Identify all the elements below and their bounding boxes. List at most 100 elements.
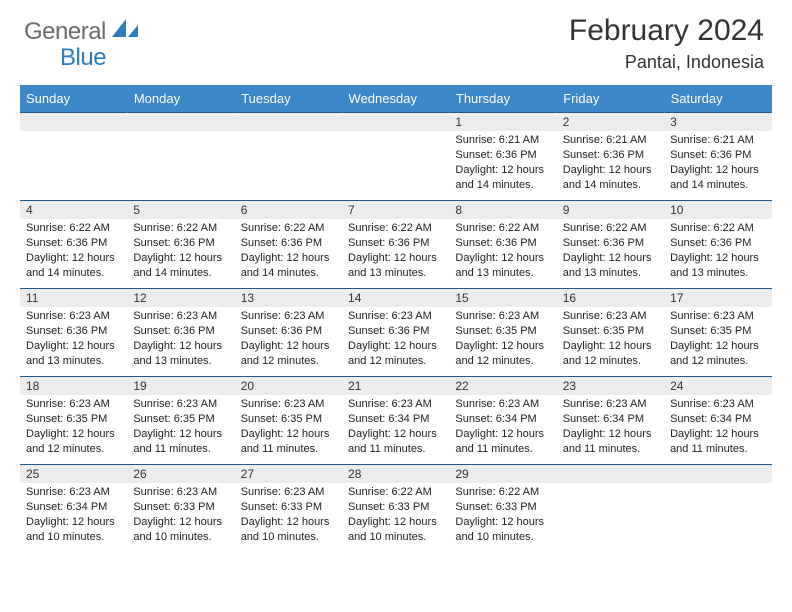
calendar-day-cell: 20Sunrise: 6:23 AMSunset: 6:35 PMDayligh… <box>235 377 342 465</box>
sunrise-text: Sunrise: 6:23 AM <box>670 397 765 412</box>
column-header: Tuesday <box>235 85 342 113</box>
day-content: Sunrise: 6:23 AMSunset: 6:34 PMDaylight:… <box>342 395 449 460</box>
day-content: Sunrise: 6:23 AMSunset: 6:34 PMDaylight:… <box>557 395 664 460</box>
column-header: Monday <box>127 85 234 113</box>
sunrise-text: Sunrise: 6:23 AM <box>26 397 121 412</box>
daylight-text-1: Daylight: 12 hours <box>348 427 443 442</box>
day-content: Sunrise: 6:22 AMSunset: 6:36 PMDaylight:… <box>235 219 342 284</box>
daylight-text-2: and 10 minutes. <box>133 530 228 545</box>
daylight-text-1: Daylight: 12 hours <box>455 515 550 530</box>
daylight-text-1: Daylight: 12 hours <box>670 427 765 442</box>
calendar-day-cell: 13Sunrise: 6:23 AMSunset: 6:36 PMDayligh… <box>235 289 342 377</box>
logo-sail-icon <box>112 19 138 46</box>
day-number: 26 <box>127 465 234 483</box>
calendar-day-cell: 11Sunrise: 6:23 AMSunset: 6:36 PMDayligh… <box>20 289 127 377</box>
daylight-text-1: Daylight: 12 hours <box>26 339 121 354</box>
day-number: 16 <box>557 289 664 307</box>
day-content: Sunrise: 6:22 AMSunset: 6:36 PMDaylight:… <box>557 219 664 284</box>
sunset-text: Sunset: 6:33 PM <box>133 500 228 515</box>
calendar-table: SundayMondayTuesdayWednesdayThursdayFrid… <box>20 85 772 553</box>
sunset-text: Sunset: 6:36 PM <box>241 324 336 339</box>
day-content: Sunrise: 6:23 AMSunset: 6:35 PMDaylight:… <box>557 307 664 372</box>
sunrise-text: Sunrise: 6:23 AM <box>241 397 336 412</box>
calendar-day-cell <box>557 465 664 553</box>
calendar-week-row: 1Sunrise: 6:21 AMSunset: 6:36 PMDaylight… <box>20 113 772 201</box>
sunrise-text: Sunrise: 6:22 AM <box>241 221 336 236</box>
calendar-day-cell <box>342 113 449 201</box>
calendar-day-cell: 16Sunrise: 6:23 AMSunset: 6:35 PMDayligh… <box>557 289 664 377</box>
sunrise-text: Sunrise: 6:23 AM <box>241 309 336 324</box>
day-number: 5 <box>127 201 234 219</box>
calendar-day-cell <box>235 113 342 201</box>
day-number: 4 <box>20 201 127 219</box>
sunrise-text: Sunrise: 6:22 AM <box>563 221 658 236</box>
daylight-text-2: and 14 minutes. <box>455 178 550 193</box>
day-content <box>127 131 234 191</box>
day-content <box>20 131 127 191</box>
sunrise-text: Sunrise: 6:23 AM <box>26 309 121 324</box>
day-number: 21 <box>342 377 449 395</box>
sunrise-text: Sunrise: 6:23 AM <box>133 485 228 500</box>
day-content: Sunrise: 6:23 AMSunset: 6:35 PMDaylight:… <box>449 307 556 372</box>
sunset-text: Sunset: 6:36 PM <box>348 324 443 339</box>
sunrise-text: Sunrise: 6:23 AM <box>241 485 336 500</box>
day-content <box>235 131 342 191</box>
day-content: Sunrise: 6:21 AMSunset: 6:36 PMDaylight:… <box>664 131 771 196</box>
day-content: Sunrise: 6:22 AMSunset: 6:36 PMDaylight:… <box>342 219 449 284</box>
daylight-text-1: Daylight: 12 hours <box>241 251 336 266</box>
daylight-text-1: Daylight: 12 hours <box>26 515 121 530</box>
day-number: 8 <box>449 201 556 219</box>
header: General Blue February 2024 Pantai, Indon… <box>0 0 792 81</box>
calendar-day-cell: 15Sunrise: 6:23 AMSunset: 6:35 PMDayligh… <box>449 289 556 377</box>
day-number: 17 <box>664 289 771 307</box>
daylight-text-2: and 13 minutes. <box>133 354 228 369</box>
day-content: Sunrise: 6:23 AMSunset: 6:36 PMDaylight:… <box>342 307 449 372</box>
daylight-text-2: and 11 minutes. <box>563 442 658 457</box>
sunset-text: Sunset: 6:36 PM <box>455 148 550 163</box>
calendar-day-cell: 14Sunrise: 6:23 AMSunset: 6:36 PMDayligh… <box>342 289 449 377</box>
logo: General Blue <box>24 18 138 46</box>
sunrise-text: Sunrise: 6:22 AM <box>455 221 550 236</box>
daylight-text-1: Daylight: 12 hours <box>133 339 228 354</box>
calendar-day-cell <box>127 113 234 201</box>
daylight-text-2: and 13 minutes. <box>348 266 443 281</box>
calendar-day-cell: 25Sunrise: 6:23 AMSunset: 6:34 PMDayligh… <box>20 465 127 553</box>
calendar-week-row: 4Sunrise: 6:22 AMSunset: 6:36 PMDaylight… <box>20 201 772 289</box>
daylight-text-2: and 13 minutes. <box>563 266 658 281</box>
calendar-day-cell: 9Sunrise: 6:22 AMSunset: 6:36 PMDaylight… <box>557 201 664 289</box>
sunset-text: Sunset: 6:34 PM <box>26 500 121 515</box>
day-content: Sunrise: 6:23 AMSunset: 6:35 PMDaylight:… <box>235 395 342 460</box>
day-number-bar <box>20 113 127 131</box>
column-header: Saturday <box>664 85 771 113</box>
daylight-text-1: Daylight: 12 hours <box>563 251 658 266</box>
day-number: 22 <box>449 377 556 395</box>
sunset-text: Sunset: 6:33 PM <box>241 500 336 515</box>
daylight-text-2: and 10 minutes. <box>26 530 121 545</box>
day-number: 25 <box>20 465 127 483</box>
daylight-text-2: and 13 minutes. <box>26 354 121 369</box>
day-number-bar <box>235 113 342 131</box>
daylight-text-2: and 10 minutes. <box>348 530 443 545</box>
daylight-text-1: Daylight: 12 hours <box>26 251 121 266</box>
sunset-text: Sunset: 6:34 PM <box>563 412 658 427</box>
daylight-text-2: and 14 minutes. <box>133 266 228 281</box>
sunset-text: Sunset: 6:33 PM <box>455 500 550 515</box>
sunset-text: Sunset: 6:35 PM <box>563 324 658 339</box>
sunset-text: Sunset: 6:36 PM <box>26 236 121 251</box>
day-content: Sunrise: 6:23 AMSunset: 6:35 PMDaylight:… <box>20 395 127 460</box>
sunrise-text: Sunrise: 6:22 AM <box>133 221 228 236</box>
daylight-text-2: and 14 minutes. <box>670 178 765 193</box>
calendar-day-cell: 29Sunrise: 6:22 AMSunset: 6:33 PMDayligh… <box>449 465 556 553</box>
sunset-text: Sunset: 6:36 PM <box>133 236 228 251</box>
day-number: 10 <box>664 201 771 219</box>
day-content: Sunrise: 6:22 AMSunset: 6:33 PMDaylight:… <box>449 483 556 548</box>
sunset-text: Sunset: 6:36 PM <box>670 148 765 163</box>
day-content: Sunrise: 6:22 AMSunset: 6:36 PMDaylight:… <box>127 219 234 284</box>
sunrise-text: Sunrise: 6:21 AM <box>563 133 658 148</box>
daylight-text-2: and 13 minutes. <box>670 266 765 281</box>
day-number: 24 <box>664 377 771 395</box>
daylight-text-2: and 11 minutes. <box>455 442 550 457</box>
sunrise-text: Sunrise: 6:22 AM <box>348 221 443 236</box>
day-number-bar <box>557 465 664 483</box>
daylight-text-1: Daylight: 12 hours <box>455 339 550 354</box>
